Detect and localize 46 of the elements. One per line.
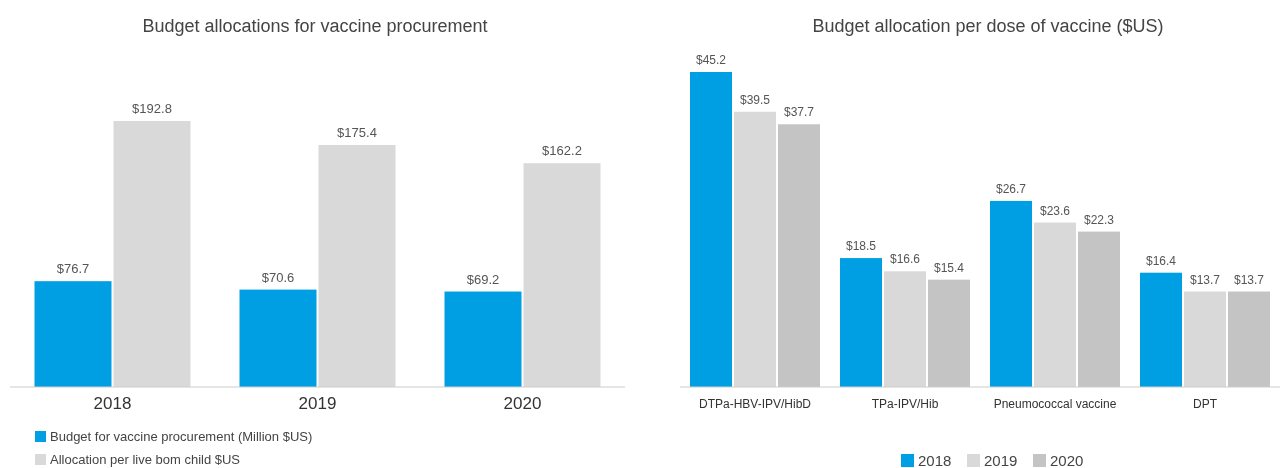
- legend-label: Allocation per live bom child $US: [50, 452, 241, 467]
- data-label: $13.7: [1189, 272, 1221, 287]
- bar: [1140, 272, 1182, 387]
- bar: [444, 291, 522, 387]
- bar: [523, 163, 601, 387]
- data-label: $76.7: [56, 261, 90, 277]
- x-tick-label: 2020: [503, 394, 542, 413]
- legend-label: 2019: [984, 452, 1018, 468]
- data-label: $16.4: [1145, 253, 1177, 268]
- x-tick-label: DTPa-HBV-IPV/HibD: [698, 397, 812, 411]
- data-label: $192.8: [132, 101, 172, 116]
- data-label: $175.4: [337, 125, 377, 141]
- bar: [239, 289, 317, 387]
- data-label: $22.3: [1083, 212, 1115, 227]
- data-label: $16.6: [889, 252, 921, 267]
- data-label: $69.2: [466, 271, 500, 287]
- bar: [1034, 222, 1076, 387]
- legend-label: 2020: [1050, 452, 1084, 468]
- data-label: $70.6: [261, 269, 295, 285]
- bar: [113, 121, 191, 387]
- x-tick-label: 2019: [298, 394, 337, 413]
- data-label: $18.5: [845, 239, 877, 254]
- bar: [318, 145, 396, 387]
- x-tick-label: DPT: [1193, 397, 1218, 411]
- chart-title: Budget allocations for vaccine procurement: [142, 16, 488, 36]
- bar: [990, 200, 1032, 387]
- data-label: $23.6: [1039, 203, 1071, 218]
- legend-label: 2018: [918, 452, 952, 468]
- bar: [34, 281, 112, 387]
- bar: [1184, 291, 1226, 387]
- bar: [884, 271, 926, 387]
- x-tick-label: TPa-IPV/Hib: [871, 397, 939, 411]
- data-label: $37.7: [783, 105, 815, 120]
- x-tick-label: Pneumococcal vaccine: [993, 397, 1117, 411]
- bar: [690, 72, 732, 387]
- data-label: $26.7: [995, 181, 1027, 196]
- data-label: $13.7: [1233, 272, 1265, 287]
- chart-title: Budget allocation per dose of vaccine ($US): [812, 16, 1164, 36]
- legend-label: Budget for vaccine procurement (Million $US): [50, 429, 313, 444]
- x-tick-label: 2018: [93, 394, 132, 413]
- bar: [734, 111, 776, 387]
- bar: [840, 258, 882, 387]
- data-label: $39.5: [739, 92, 771, 107]
- data-label: $45.2: [695, 53, 727, 67]
- data-label: $162.2: [542, 143, 582, 159]
- data-label: $15.4: [933, 260, 965, 275]
